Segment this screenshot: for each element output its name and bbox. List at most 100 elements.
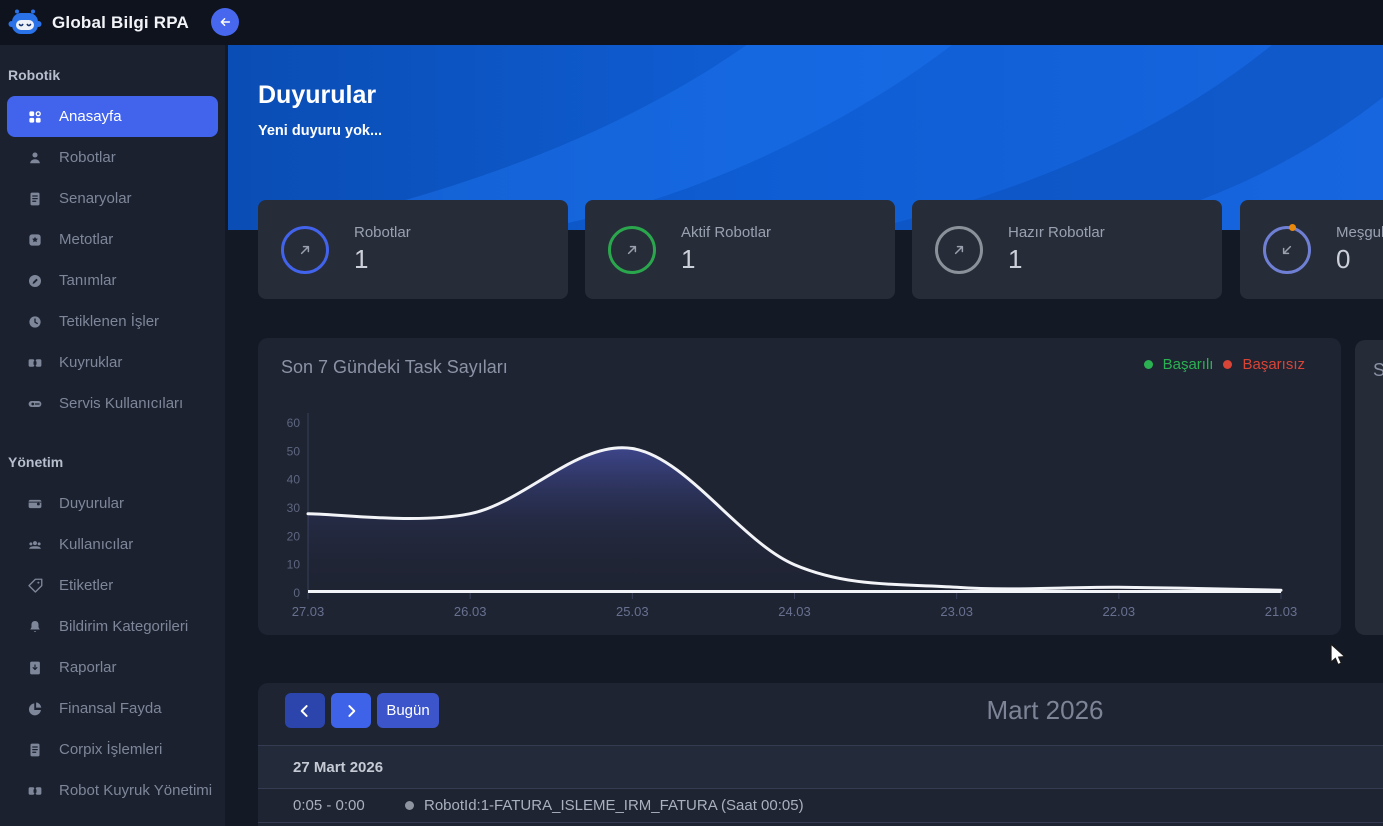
sidebar-section-yonetim: Yönetim <box>8 454 64 470</box>
chevron-right-icon <box>348 704 356 717</box>
svg-text:26.03: 26.03 <box>454 604 487 619</box>
event-dot-icon <box>405 801 414 810</box>
legend-label-success: Başarılı <box>1162 356 1214 373</box>
calendar-day-header-label: 27 Mart 2026 <box>293 758 384 776</box>
svg-text:50: 50 <box>287 444 301 458</box>
sidebar-item-label: Robot Kuyruk Yönetimi <box>59 782 213 799</box>
report-download-icon <box>26 659 44 677</box>
sidebar-item-senaryolar[interactable]: Senaryolar <box>7 178 218 219</box>
robot-user-icon <box>26 149 44 167</box>
stat-ring-2 <box>935 225 983 274</box>
service-key-icon <box>26 395 44 413</box>
sidebar-item-duyurular[interactable]: Duyurular <box>7 483 218 524</box>
sidebar-item-tanimlar[interactable]: Tanımlar <box>7 260 218 301</box>
stat-card-aktif-robotlar: Aktif Robotlar 1 <box>585 200 895 299</box>
svg-text:30: 30 <box>287 501 301 515</box>
robot-queue-icon <box>26 782 44 800</box>
stat-label: Hazır Robotlar <box>1008 224 1105 241</box>
stat-value: 0 <box>1336 244 1351 274</box>
sidebar-item-metotlar[interactable]: Metotlar <box>7 219 218 260</box>
sidebar-item-label: Anasayfa <box>59 108 122 125</box>
sidebar-item-label: Kuyruklar <box>59 354 123 371</box>
sidebar-item-kuyruklar[interactable]: Kuyruklar <box>7 342 218 383</box>
tag-icon <box>26 577 44 595</box>
stat-label: Robotlar <box>354 224 411 241</box>
pencil-icon <box>26 272 44 290</box>
calendar-next-button[interactable] <box>331 693 371 728</box>
legend-dot-success <box>1143 360 1153 369</box>
legend-dot-fail <box>1223 360 1233 369</box>
stat-card-robotlar: Robotlar 1 <box>258 200 568 299</box>
sidebar-item-bildirim-kategorileri[interactable]: Bildirim Kategorileri <box>7 606 218 647</box>
sidebar-item-tetiklenen-isler[interactable]: Tetiklenen İşler <box>7 301 218 342</box>
svg-text:22.03: 22.03 <box>1103 604 1136 619</box>
arrow-up-right-icon <box>296 241 314 259</box>
scenario-document-icon <box>26 190 44 208</box>
stat-card-mesgul-robotlar: Meşgul Robotlar 0 <box>1240 200 1383 299</box>
app-title: Global Bilgi RPA <box>52 12 190 32</box>
announcement-icon <box>26 495 44 513</box>
event-time: 0:05 - 0:00 <box>293 797 365 814</box>
sidebar-item-finansal-fayda[interactable]: Finansal Fayda <box>7 688 218 729</box>
sidebar-item-label: Raporlar <box>59 659 117 676</box>
sidebar-item-label: Tetiklenen İşler <box>59 313 160 330</box>
sidebar-item-anasayfa[interactable]: Anasayfa <box>7 96 218 137</box>
sidebar-collapse-back-button[interactable] <box>211 8 239 36</box>
calendar-today-button[interactable]: Bugün <box>377 693 439 728</box>
banner-swoosh-art <box>228 45 1383 230</box>
calendar-prev-button[interactable] <box>285 693 325 728</box>
svg-text:0: 0 <box>293 586 300 600</box>
stat-value: 1 <box>1008 244 1023 274</box>
stat-ring-0 <box>281 225 329 274</box>
sidebar-item-label: Servis Kullanıcıları <box>59 395 184 412</box>
stat-label: Aktif Robotlar <box>681 224 772 241</box>
sidebar-item-label: Senaryolar <box>59 190 132 207</box>
sidebar-item-label: Robotlar <box>59 149 116 166</box>
stat-ring-1 <box>608 225 656 274</box>
line-chart-plot: 0 10 20 30 40 50 60 27.03 26.03 25.03 24.03 23.03 22… <box>287 413 1298 619</box>
mouse-cursor <box>1328 642 1348 674</box>
calendar-card: Bugün Mart 2026 27 Mart 2026 0:05 - 0:00… <box>258 683 1383 826</box>
sidebar-item-label: Metotlar <box>59 231 114 248</box>
sidebar-item-servis-kullanicilari[interactable]: Servis Kullanıcıları <box>7 383 218 424</box>
robot-logo-icon <box>8 8 42 38</box>
arrow-up-right-icon <box>950 241 968 259</box>
sidebar-item-robot-kuyruk-yonetimi[interactable]: Robot Kuyruk Yönetimi <box>7 770 218 811</box>
sidebar-item-label: Corpix İşlemleri <box>59 741 163 758</box>
calendar-day-header: 27 Mart 2026 <box>258 745 1383 789</box>
sidebar-item-label: Kullanıcılar <box>59 536 134 553</box>
queue-icon <box>26 354 44 372</box>
sidebar-item-raporlar[interactable]: Raporlar <box>7 647 218 688</box>
chart-legend: Başarılı Başarısız <box>1143 356 1305 373</box>
right-card-title: S <box>1373 360 1383 380</box>
svg-text:60: 60 <box>287 416 301 430</box>
calendar-event-row[interactable]: 0:05 - 0:00 RobotId:1-FATURA_ISLEME_IRM_… <box>258 789 1383 823</box>
tasks-chart-card: Son 7 Gündeki Task Sayıları Başarılı Baş… <box>258 338 1341 635</box>
stat-label: Meşgul Robotlar <box>1336 224 1383 241</box>
sidebar-item-kullanicilar[interactable]: Kullanıcılar <box>7 524 218 565</box>
sidebar-section-robotik: Robotik <box>8 67 61 83</box>
users-icon <box>26 536 44 554</box>
arrow-left-icon <box>220 18 231 26</box>
stat-value: 1 <box>354 244 369 274</box>
calendar-month-title: Mart 2026 <box>986 695 1104 725</box>
bell-icon <box>26 618 44 636</box>
sidebar-item-label: Tanımlar <box>59 272 117 289</box>
svg-text:10: 10 <box>287 558 301 572</box>
arrow-down-left-icon <box>1278 241 1296 259</box>
sidebar: Robotik Anasayfa Robotlar Senaryolar Met… <box>0 45 225 826</box>
sidebar-item-corpix-islemleri[interactable]: Corpix İşlemleri <box>7 729 218 770</box>
sidebar-item-etiketler[interactable]: Etiketler <box>7 565 218 606</box>
sidebar-item-robotlar[interactable]: Robotlar <box>7 137 218 178</box>
top-header: Global Bilgi RPA <box>0 0 1383 45</box>
stat-value: 1 <box>681 244 696 274</box>
svg-text:25.03: 25.03 <box>616 604 649 619</box>
svg-text:40: 40 <box>287 473 301 487</box>
svg-text:20: 20 <box>287 529 301 543</box>
sidebar-item-label: Bildirim Kategorileri <box>59 618 189 635</box>
chevron-left-icon <box>300 704 308 717</box>
apps-grid-icon <box>26 108 44 126</box>
svg-text:27.03: 27.03 <box>292 604 325 619</box>
svg-text:21.03: 21.03 <box>1265 604 1298 619</box>
